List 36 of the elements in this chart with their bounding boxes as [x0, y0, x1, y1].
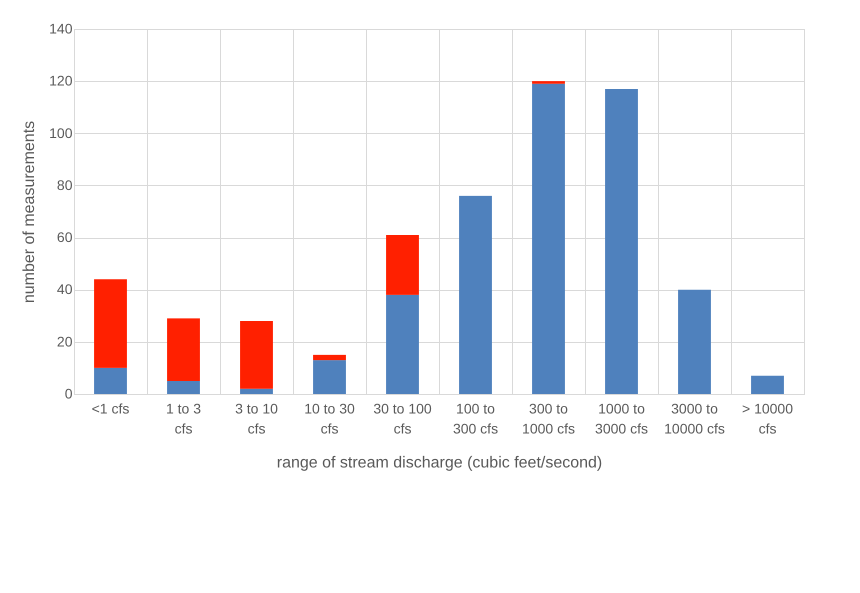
x-axis-title: range of stream discharge (cubic feet/second) [276, 454, 602, 472]
bar [313, 354, 346, 360]
bar [94, 368, 127, 394]
x-tick-label: 300 to 1000 cfs [522, 400, 575, 436]
bar [94, 279, 127, 368]
y-tick-label: 0 [64, 386, 73, 402]
x-tick-label: 30 to 100 cfs [373, 400, 432, 436]
bar [386, 294, 419, 394]
bar [532, 84, 565, 394]
x-tick-label: 1000 to 3000 cfs [595, 400, 648, 436]
x-tick-label: 3000 to 10000 cfs [664, 400, 725, 436]
x-tick-label: 100 to 300 cfs [452, 400, 498, 436]
y-tick-label: 140 [49, 20, 73, 36]
bar [167, 318, 200, 381]
x-tick-label: 10 to 30 cfs [304, 400, 356, 436]
bar [751, 376, 784, 394]
bar [605, 88, 638, 394]
bar [313, 360, 346, 394]
y-tick-label: 40 [56, 281, 73, 298]
x-tick-label: > 10000 cfs [742, 400, 794, 436]
bar [240, 388, 273, 394]
y-tick-label: 20 [56, 333, 73, 350]
bar [386, 234, 419, 295]
y-tick-label: 60 [56, 229, 73, 246]
y-tick-label: 120 [49, 72, 73, 89]
x-tick-label: 1 to 3 cfs [166, 400, 202, 436]
bar [532, 81, 565, 84]
x-tick-label: 3 to 10 cfs [235, 400, 278, 436]
bar [678, 290, 711, 394]
y-tick-label: 80 [56, 176, 73, 193]
x-tick-label: <1 cfs [92, 400, 130, 416]
y-axis-title: number of measurements [21, 120, 38, 304]
bar [240, 321, 273, 389]
y-tick-label: 100 [49, 124, 73, 141]
bar [167, 380, 200, 394]
bar [459, 196, 492, 394]
